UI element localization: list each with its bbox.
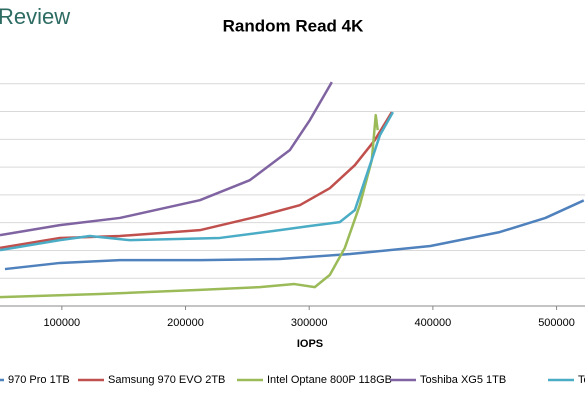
x-tick-label: 100000 bbox=[43, 317, 80, 329]
legend-label: Toshiba XG5 1TB bbox=[420, 374, 506, 386]
legend-label: Samsung 970 EVO 2TB bbox=[108, 374, 225, 386]
series-line bbox=[0, 111, 393, 250]
series-line bbox=[4, 199, 585, 271]
brand: Review bbox=[0, 4, 70, 29]
x-axis-label: IOPS bbox=[297, 338, 323, 350]
legend-label: To bbox=[578, 374, 585, 386]
series-line bbox=[0, 113, 379, 299]
series-line bbox=[0, 81, 333, 237]
chart-title: Random Read 4K bbox=[223, 16, 364, 35]
x-tick-label: 200000 bbox=[167, 317, 204, 329]
x-tick-label: 500000 bbox=[538, 317, 575, 329]
legend-label: Intel Optane 800P 118GB bbox=[267, 374, 392, 386]
x-tick-label: 300000 bbox=[291, 317, 328, 329]
series-line bbox=[0, 111, 395, 252]
x-tick-label: 400000 bbox=[415, 317, 452, 329]
legend-label: 970 Pro 1TB bbox=[8, 374, 70, 386]
